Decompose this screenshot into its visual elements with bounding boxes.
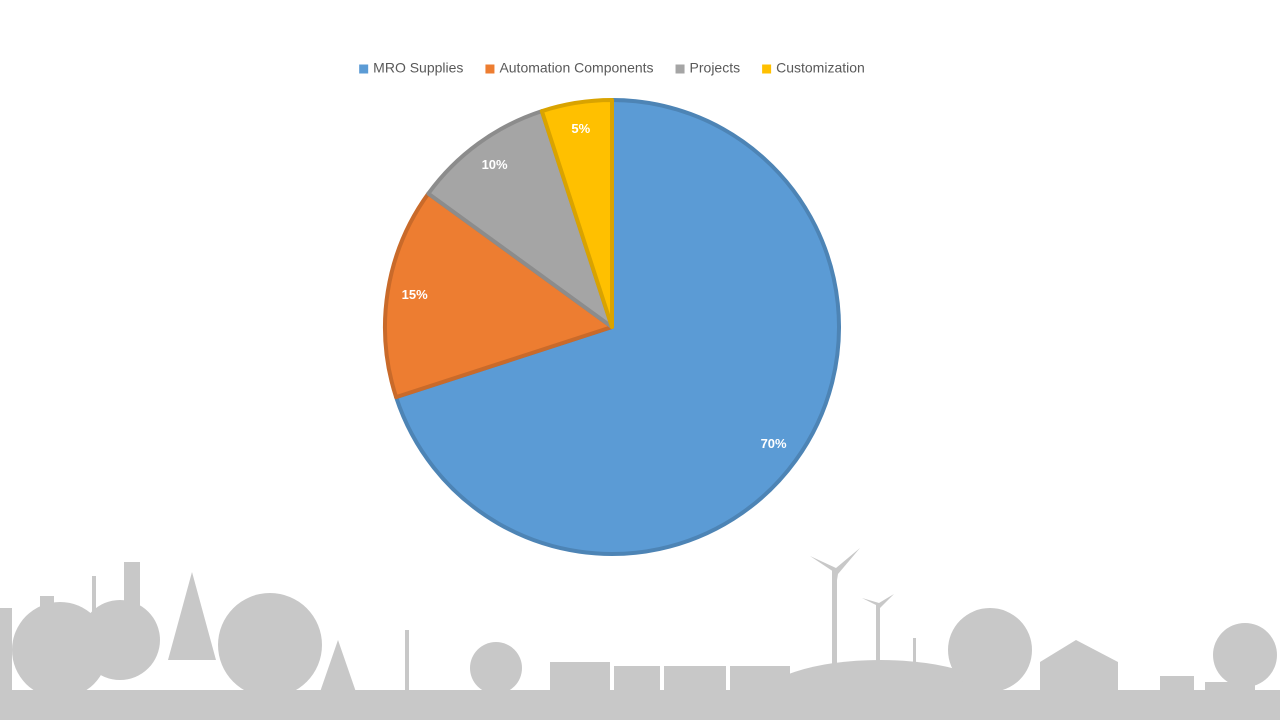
pie-slice <box>394 98 841 556</box>
wind-turbine <box>876 605 880 665</box>
tree <box>218 593 322 697</box>
pie-slice <box>383 191 614 400</box>
data-label: 15% <box>402 287 428 302</box>
pie: 70% 15% 10% 5% <box>383 98 841 556</box>
legend-label: Customization <box>776 60 865 76</box>
wind-turbine <box>832 570 837 670</box>
ground <box>0 690 1280 720</box>
turbine-blades <box>810 548 860 610</box>
trailer <box>614 666 660 692</box>
legend-label: MRO Supplies <box>373 60 463 76</box>
truck <box>550 662 610 692</box>
data-label: 5% <box>571 121 590 136</box>
legend-swatch <box>762 64 772 74</box>
house <box>1040 640 1118 692</box>
legend-label: Automation Components <box>499 60 653 76</box>
legend-swatch <box>359 64 369 74</box>
data-label: 10% <box>482 157 508 172</box>
legend: MRO Supplies Automation Components Project… <box>359 60 865 76</box>
cow <box>1160 676 1194 690</box>
lamp <box>405 630 409 692</box>
tree <box>320 640 356 692</box>
wind-turbine <box>913 638 916 668</box>
tree <box>80 600 160 680</box>
hill <box>760 660 1000 720</box>
bench <box>1205 682 1255 692</box>
data-label: 70% <box>761 436 787 451</box>
tree <box>948 608 1032 692</box>
chimney <box>92 576 96 616</box>
turbine-blades <box>862 594 894 632</box>
tree <box>1213 623 1277 687</box>
tree <box>470 642 522 694</box>
pie-slice <box>426 109 614 329</box>
legend-swatch <box>485 64 495 74</box>
trailer <box>664 666 726 692</box>
pie-slice <box>539 98 614 329</box>
legend-label: Projects <box>690 60 741 76</box>
landscape-silhouette <box>0 548 1280 720</box>
legend-swatch <box>675 64 685 74</box>
building <box>0 608 12 692</box>
tree <box>168 572 216 660</box>
